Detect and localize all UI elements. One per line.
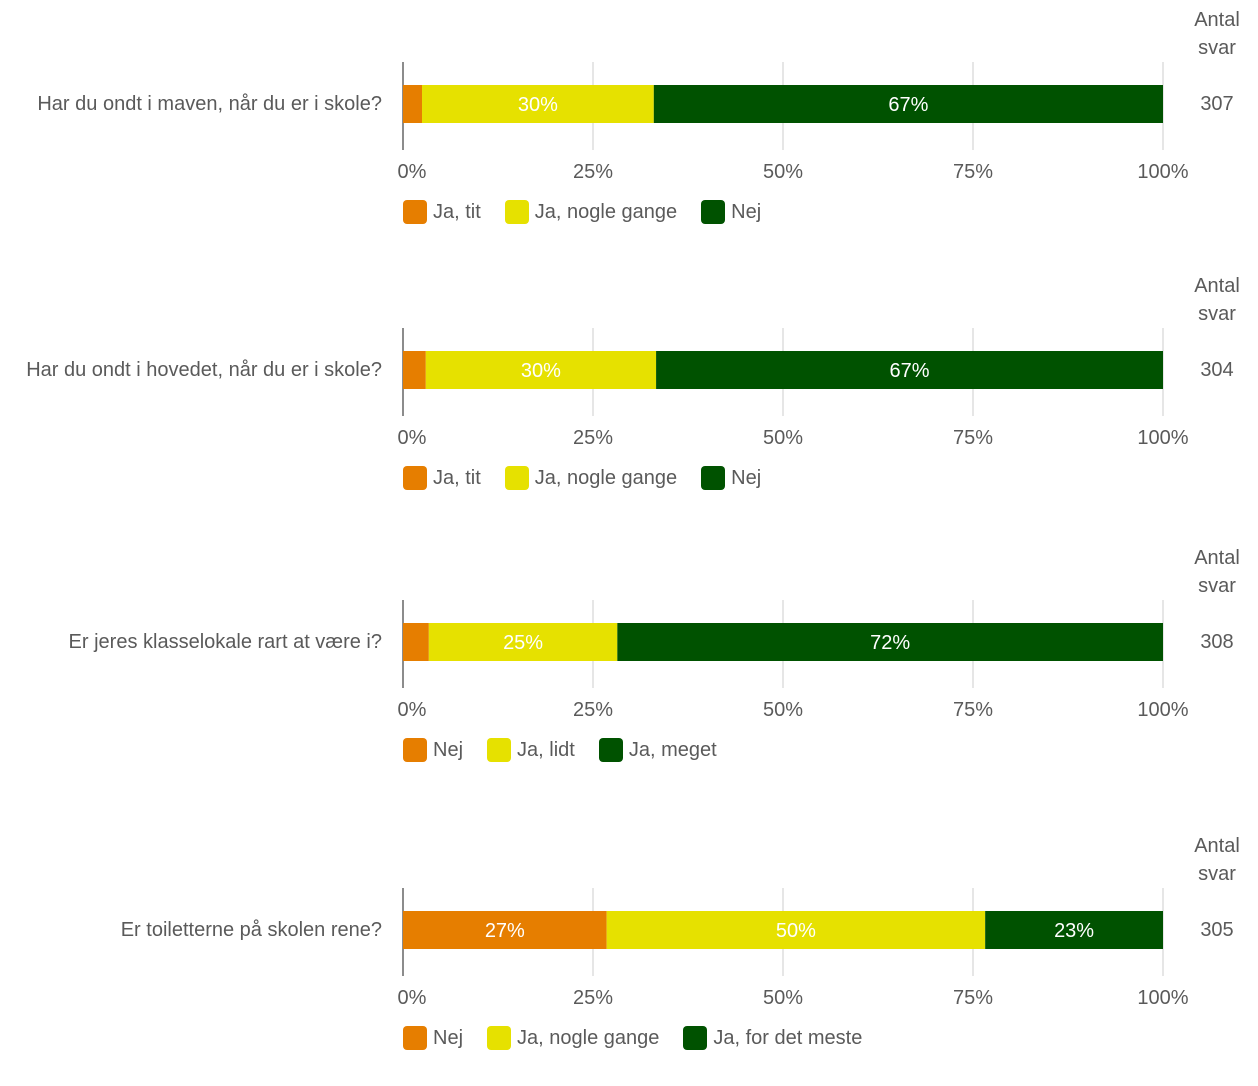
x-tick-label: 25%: [573, 699, 613, 721]
legend-swatch: [403, 1026, 427, 1050]
data-label: 30%: [518, 94, 558, 116]
legend-swatch: [701, 200, 725, 224]
legend-item: Nej: [701, 200, 761, 224]
legend-label: Nej: [433, 1027, 463, 1050]
x-tick-label: 75%: [953, 699, 993, 721]
x-tick-label: 100%: [1137, 987, 1188, 1009]
legend: Nej Ja, nogle gange Ja, for det meste: [403, 1024, 886, 1052]
x-tick-label: 75%: [953, 161, 993, 183]
data-label: 72%: [870, 632, 910, 654]
x-tick-label: 50%: [763, 427, 803, 449]
legend-item: Ja, nogle gange: [487, 1026, 659, 1050]
x-tick-label: 0%: [398, 427, 427, 449]
data-label: 27%: [485, 920, 525, 942]
legend-label: Ja, tit: [433, 201, 481, 224]
data-label: 30%: [521, 360, 561, 382]
x-tick-label: 100%: [1137, 699, 1188, 721]
chart-3: 0% 25% 50% 75% 100% 25% 72% Er jeres klasseloka…: [0, 538, 1258, 798]
legend-item: Nej: [403, 738, 463, 762]
data-label: 67%: [890, 360, 930, 382]
x-tick-label: 50%: [763, 699, 803, 721]
legend-swatch: [505, 200, 529, 224]
response-count: 305: [1176, 917, 1258, 943]
legend-swatch: [505, 466, 529, 490]
legend-item: Ja, meget: [599, 738, 717, 762]
x-tick-label: 25%: [573, 427, 613, 449]
legend-item: Ja, lidt: [487, 738, 575, 762]
legend-swatch: [701, 466, 725, 490]
x-tick-label: 100%: [1137, 161, 1188, 183]
count-header: Antal svar: [1176, 832, 1258, 888]
legend-label: Nej: [731, 201, 761, 224]
legend-item: Ja, tit: [403, 466, 481, 490]
legend-label: Ja, meget: [629, 739, 717, 762]
count-header: Antal svar: [1176, 272, 1258, 328]
x-tick-label: 25%: [573, 161, 613, 183]
question-label: Er toiletterne på skolen rene?: [2, 917, 382, 943]
legend-item: Nej: [403, 1026, 463, 1050]
response-count: 304: [1176, 357, 1258, 383]
legend-item: Ja, tit: [403, 200, 481, 224]
legend-label: Nej: [433, 739, 463, 762]
legend: Nej Ja, lidt Ja, meget: [403, 736, 741, 764]
x-tick-label: 75%: [953, 427, 993, 449]
legend-swatch: [403, 466, 427, 490]
legend-item: Ja, nogle gange: [505, 200, 677, 224]
legend-swatch: [599, 738, 623, 762]
question-label: Er jeres klasselokale rart at være i?: [2, 629, 382, 655]
x-tick-label: 75%: [953, 987, 993, 1009]
legend-label: Ja, nogle gange: [517, 1027, 659, 1050]
x-tick-label: 0%: [398, 699, 427, 721]
chart-4: 0% 25% 50% 75% 100% 27% 50% 23% Er toiletterne p…: [0, 826, 1258, 1086]
legend-label: Ja, lidt: [517, 739, 575, 762]
legend-item: Ja, nogle gange: [505, 466, 677, 490]
legend-item: Nej: [701, 466, 761, 490]
data-label: 23%: [1054, 920, 1094, 942]
legend-swatch: [403, 738, 427, 762]
x-tick-label: 50%: [763, 987, 803, 1009]
legend-swatch: [487, 1026, 511, 1050]
response-count: 307: [1176, 91, 1258, 117]
question-label: Har du ondt i hovedet, når du er i skole…: [2, 357, 382, 383]
x-tick-label: 25%: [573, 987, 613, 1009]
bar-segment: [403, 85, 422, 123]
count-header: Antal svar: [1176, 544, 1258, 600]
response-count: 308: [1176, 629, 1258, 655]
question-label: Har du ondt i maven, når du er i skole?: [2, 91, 382, 117]
chart-1: 0% 25% 50% 75% 100% 30% 67% Har du ondt i maven…: [0, 0, 1258, 260]
count-header: Antal svar: [1176, 6, 1258, 62]
legend-swatch: [683, 1026, 707, 1050]
legend-label: Ja, tit: [433, 467, 481, 490]
legend: Ja, tit Ja, nogle gange Nej: [403, 464, 785, 492]
legend-label: Nej: [731, 467, 761, 490]
legend-label: Ja, nogle gange: [535, 467, 677, 490]
legend-label: Ja, for det meste: [713, 1027, 862, 1050]
chart-2: 0% 25% 50% 75% 100% 30% 67% Har du ondt i hoved…: [0, 266, 1258, 526]
legend-label: Ja, nogle gange: [535, 201, 677, 224]
x-tick-label: 0%: [398, 987, 427, 1009]
x-tick-label: 0%: [398, 161, 427, 183]
data-label: 50%: [776, 920, 816, 942]
x-tick-label: 100%: [1137, 427, 1188, 449]
legend-swatch: [403, 200, 427, 224]
legend-swatch: [487, 738, 511, 762]
x-tick-label: 50%: [763, 161, 803, 183]
bar-segment: [403, 351, 426, 389]
bar-segment: [403, 623, 429, 661]
legend: Ja, tit Ja, nogle gange Nej: [403, 198, 785, 226]
data-label: 67%: [888, 94, 928, 116]
legend-item: Ja, for det meste: [683, 1026, 862, 1050]
data-label: 25%: [503, 632, 543, 654]
